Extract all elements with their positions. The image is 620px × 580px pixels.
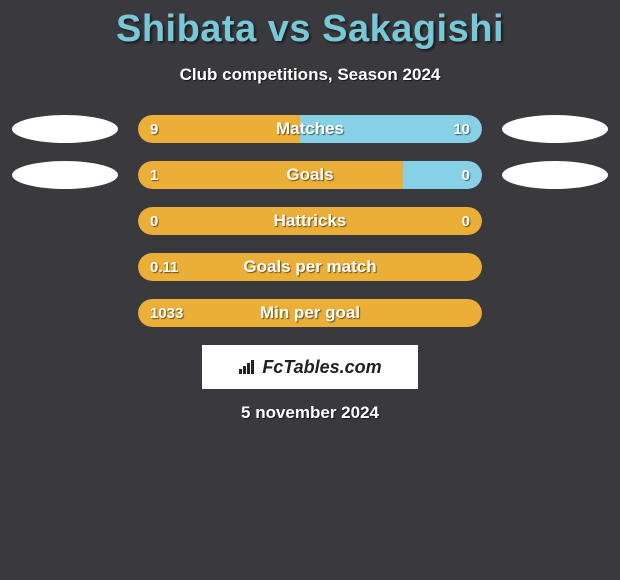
stat-value-left: 0 [150,207,158,235]
ellipse-spacer [12,299,118,327]
ellipse-spacer [502,207,608,235]
stat-value-right: 0 [462,161,470,189]
bar-segment-right [403,161,482,189]
ellipse-spacer [502,299,608,327]
player-left-ellipse [12,115,118,143]
date-text: 5 november 2024 [0,403,620,423]
player-right-ellipse [502,161,608,189]
stat-row: 910Matches [0,115,620,143]
stat-value-left: 9 [150,115,158,143]
player-left-ellipse [12,161,118,189]
logo-box: FcTables.com [202,345,418,389]
ellipse-spacer [502,253,608,281]
stat-value-right: 10 [453,115,470,143]
logo-text: FcTables.com [262,357,381,378]
stat-row: 00Hattricks [0,207,620,235]
bar-segment-left [138,207,482,235]
bars-icon [238,359,258,375]
bar-segment-left [138,115,300,143]
stat-bar: 910Matches [138,115,482,143]
ellipse-spacer [12,207,118,235]
comparison-card: Shibata vs Sakagishi Club competitions, … [0,0,620,423]
stat-value-right: 0 [462,207,470,235]
stat-value-left: 1 [150,161,158,189]
stat-value-left: 1033 [150,299,183,327]
ellipse-spacer [12,253,118,281]
page-title: Shibata vs Sakagishi [0,8,620,51]
stat-bar: 10Goals [138,161,482,189]
subtitle: Club competitions, Season 2024 [0,65,620,85]
player-right-ellipse [502,115,608,143]
bar-segment-left [138,253,482,281]
bar-segment-left [138,299,482,327]
stat-row: 1033Min per goal [0,299,620,327]
fctables-logo: FcTables.com [238,357,381,378]
stat-bar: 0.11Goals per match [138,253,482,281]
stat-row: 10Goals [0,161,620,189]
bar-segment-left [138,161,403,189]
stat-bar: 1033Min per goal [138,299,482,327]
stat-rows: 910Matches10Goals00Hattricks0.11Goals pe… [0,115,620,327]
stat-bar: 00Hattricks [138,207,482,235]
stat-value-left: 0.11 [150,253,178,281]
stat-row: 0.11Goals per match [0,253,620,281]
